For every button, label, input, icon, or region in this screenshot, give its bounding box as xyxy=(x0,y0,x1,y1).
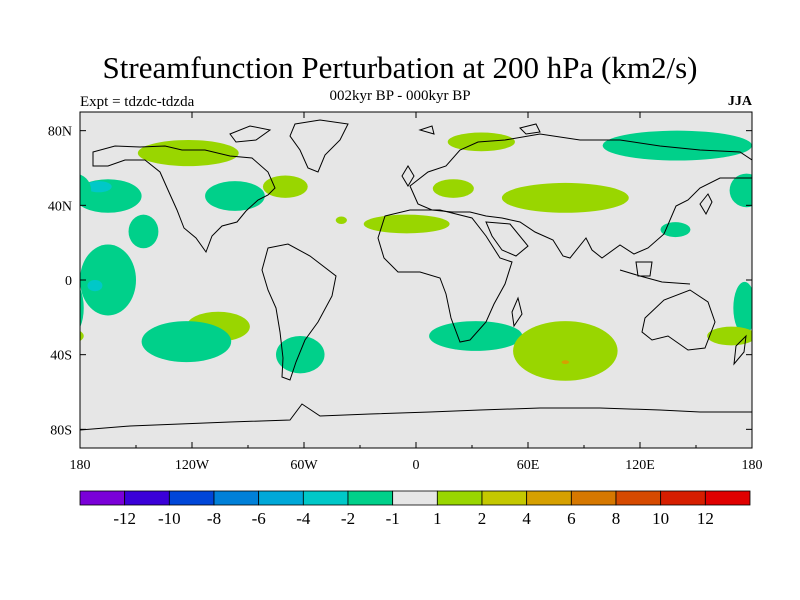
contour-region-neg_1_2 xyxy=(80,174,92,207)
coastlines xyxy=(80,119,752,431)
contour-regions xyxy=(80,130,800,381)
map-title: Streamfunction Perturbation at 200 hPa (… xyxy=(102,50,698,85)
coastline-madagascar xyxy=(511,296,523,328)
colorbar-swatch xyxy=(704,490,751,506)
colorbar-swatch xyxy=(481,490,528,506)
contour-region-neg_1_2 xyxy=(205,181,265,211)
y-tick-label: 40S xyxy=(50,349,72,364)
colorbar-label: -6 xyxy=(252,509,266,528)
colorbar-label: -4 xyxy=(296,509,311,528)
colorbar-label: 6 xyxy=(567,509,576,528)
colorbar-label: 4 xyxy=(522,509,531,528)
x-tick-label: 180 xyxy=(742,458,763,473)
contour-region-neg_1_2 xyxy=(660,222,691,238)
colorbar: -12 -10 -8 -6 -4 -2 -1 1 2 4 6 8 10 12 xyxy=(79,490,751,528)
colorbar-label: -8 xyxy=(207,509,221,528)
contour-region-neg_1_2 xyxy=(429,321,523,351)
coastline-new-zealand xyxy=(733,334,747,366)
colorbar-label: 10 xyxy=(652,509,669,528)
colorbar-label: 8 xyxy=(612,509,621,528)
contour-region-neg_1_2 xyxy=(602,130,752,161)
colorbar-swatch xyxy=(436,490,483,506)
coastline-greenland xyxy=(289,119,349,173)
contour-region-neg_2_4 xyxy=(87,280,103,292)
contour-region-pos_1_2 xyxy=(432,179,474,198)
contour-region-pos_1_2 xyxy=(80,331,84,341)
colorbar-label: 1 xyxy=(433,509,442,528)
y-axis: 80N 40N 0 40S 80S xyxy=(48,125,752,438)
contour-region-pos_1_2 xyxy=(513,321,618,381)
colorbar-swatch xyxy=(615,490,662,506)
colorbar-swatch xyxy=(168,490,215,506)
coastline-north-america xyxy=(92,145,276,254)
x-tick-label: 60W xyxy=(290,458,318,473)
x-tick-label: 60E xyxy=(517,458,540,473)
contour-region-pos_1_2 xyxy=(707,326,752,346)
contour-region-neg_1_2 xyxy=(729,173,752,208)
colorbar-swatch xyxy=(526,490,572,506)
coastline-australia xyxy=(641,289,716,351)
colorbar-swatch xyxy=(347,490,394,506)
colorbar-swatch xyxy=(213,490,260,506)
coastline-indonesia xyxy=(619,261,691,285)
colorbar-swatch xyxy=(570,490,617,506)
plot-background xyxy=(80,112,752,448)
x-tick-label: 120E xyxy=(625,458,655,473)
coastline-arctic-islands xyxy=(229,123,541,143)
contour-region-neg_1_2 xyxy=(746,186,752,206)
y-tick-label: 80S xyxy=(50,423,72,438)
x-axis: 180 120W 60W 0 60E 120E 180 xyxy=(70,112,763,473)
contour-region-pos_1_2 xyxy=(137,140,239,167)
contour-region-neg_1_2 xyxy=(752,245,800,316)
coastline-eurasia xyxy=(409,133,752,259)
contour-region-pos_1_2 xyxy=(262,175,308,198)
colorbar-label: 2 xyxy=(478,509,487,528)
coastline-africa xyxy=(377,209,513,343)
map-subtitle: 002kyr BP - 000kyr BP xyxy=(329,88,471,104)
coastline-arabia xyxy=(485,221,529,257)
contour-region-pos_1_2 xyxy=(363,214,450,234)
y-tick-label: 40N xyxy=(48,199,72,214)
contour-region-neg_1_2 xyxy=(80,244,136,316)
colorbar-swatch xyxy=(79,490,126,506)
coastline-japan xyxy=(699,193,713,216)
colorbar-label: 12 xyxy=(697,509,714,528)
contour-region-neg_1_2 xyxy=(141,321,232,363)
contour-region-neg_1_2 xyxy=(733,281,752,335)
season-label: JJA xyxy=(727,94,752,109)
x-tick-label: 120W xyxy=(175,458,210,473)
colorbar-swatch xyxy=(302,490,349,506)
y-tick-label: 80N xyxy=(48,125,72,140)
coastline-antarctica xyxy=(80,403,752,431)
colorbar-label: -10 xyxy=(158,509,181,528)
colorbar-label: -1 xyxy=(386,509,400,528)
colorbar-swatch xyxy=(660,490,706,506)
x-tick-label: 0 xyxy=(413,458,420,473)
x-tick-label: 180 xyxy=(70,458,91,473)
colorbar-swatch xyxy=(258,490,304,506)
contour-region-neg_1_2 xyxy=(276,336,325,374)
y-tick-label: 0 xyxy=(65,274,72,289)
contour-region-neg_1_2 xyxy=(128,214,159,249)
colorbar-label: -2 xyxy=(341,509,355,528)
coastline-south-america xyxy=(261,243,337,381)
contour-region-neg_1_2 xyxy=(80,288,84,328)
experiment-label: Expt = tdzdc-tdzda xyxy=(80,94,195,110)
contour-region-pos_1_2 xyxy=(335,216,347,224)
contour-region-neg_2_4 xyxy=(85,181,112,193)
contour-region-pos_1_2 xyxy=(501,182,629,213)
colorbar-swatch xyxy=(392,490,438,506)
contour-region-pos_4_6 xyxy=(561,360,570,364)
colorbar-swatch xyxy=(124,490,170,506)
colorbar-label: -12 xyxy=(113,509,136,528)
coastline-uk xyxy=(401,165,415,187)
